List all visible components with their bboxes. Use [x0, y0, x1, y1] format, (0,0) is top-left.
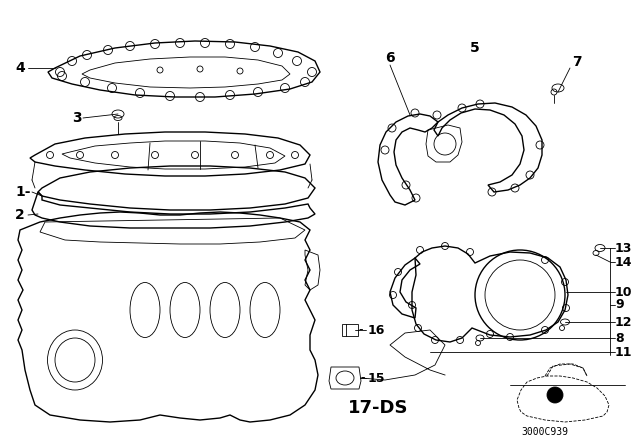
Text: 13: 13 [615, 241, 632, 254]
Text: 17-DS: 17-DS [348, 399, 408, 417]
Text: -: - [361, 371, 365, 384]
Text: 16: 16 [368, 323, 385, 336]
Text: 11: 11 [615, 345, 632, 358]
Text: 14: 14 [615, 255, 632, 268]
Text: 15: 15 [368, 371, 385, 384]
Text: 2: 2 [15, 208, 25, 222]
Text: -: - [359, 323, 364, 336]
Text: 5: 5 [470, 41, 480, 55]
Text: 10: 10 [615, 285, 632, 298]
Text: 12: 12 [615, 315, 632, 328]
Text: 8: 8 [615, 332, 623, 345]
Ellipse shape [547, 387, 563, 403]
Text: 6: 6 [385, 51, 395, 65]
Text: 3000C939: 3000C939 [522, 427, 568, 437]
Bar [342, 324, 358, 336]
Text: 7: 7 [572, 55, 582, 69]
Text: 4: 4 [15, 61, 25, 75]
Text: 3: 3 [72, 111, 82, 125]
Text: 1-: 1- [15, 185, 31, 199]
Text: 9: 9 [615, 298, 623, 311]
